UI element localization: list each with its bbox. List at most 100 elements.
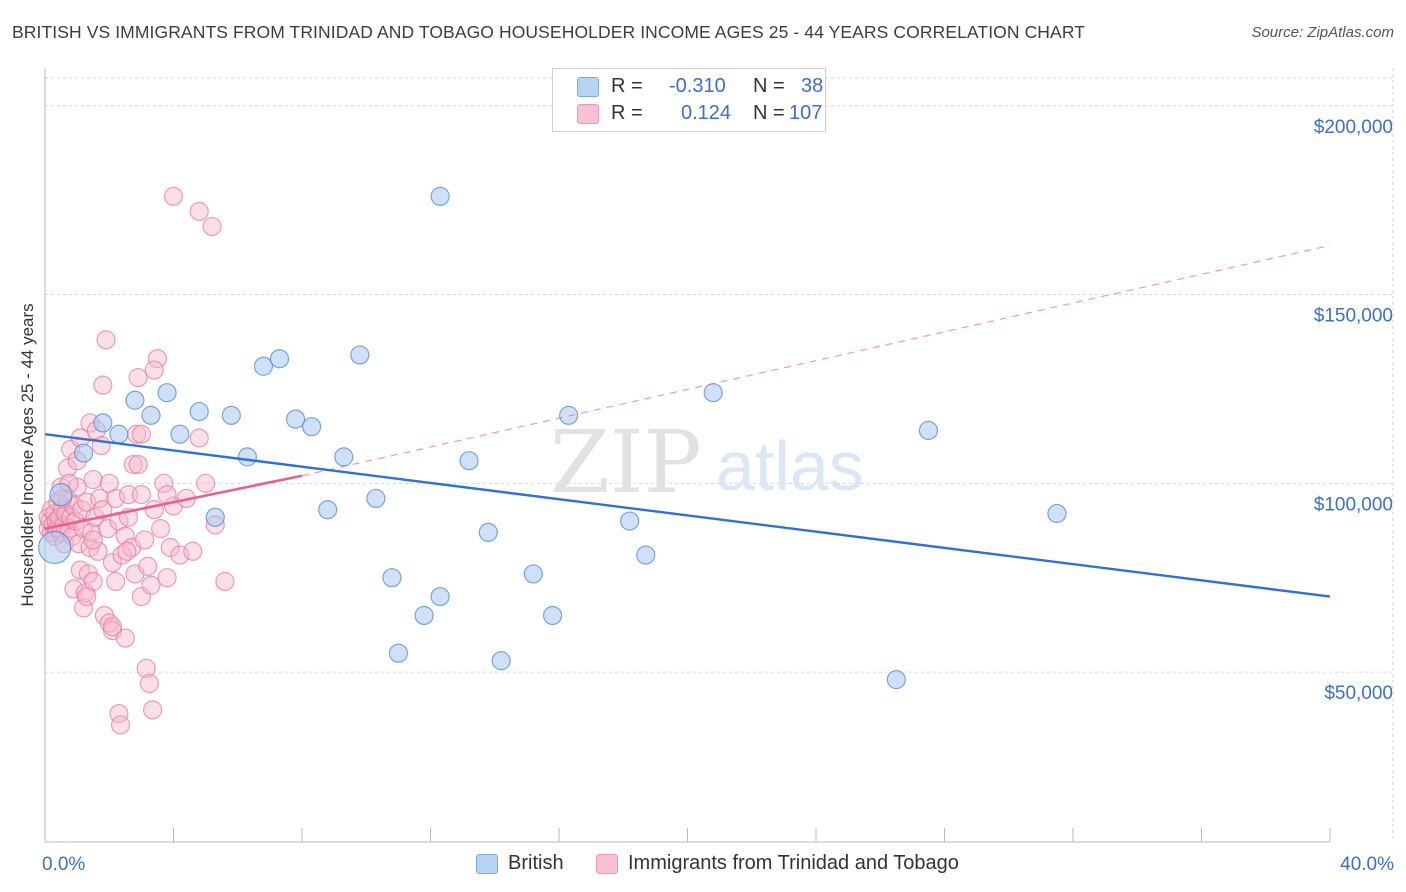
tt-point: [143, 700, 163, 720]
tt-point: [77, 492, 97, 512]
tt-point: [102, 617, 123, 637]
tt-point: [189, 428, 209, 448]
x-tick-label: 0.0%: [42, 854, 85, 875]
british-point: [205, 507, 225, 527]
n-label: N =: [753, 102, 785, 124]
british-point: [478, 522, 498, 543]
british-point: [414, 605, 434, 626]
tt-point: [98, 519, 118, 539]
tt-point: [215, 571, 235, 592]
british-point: [125, 390, 145, 410]
tt-point: [83, 530, 103, 550]
tt-points-group: [38, 186, 235, 735]
british-point: [388, 643, 408, 663]
british-point: [620, 511, 640, 531]
tt-r-value: 0.124: [681, 102, 732, 124]
british-point: [237, 447, 257, 467]
tt-point: [151, 519, 171, 539]
y-tick-label: $200,000: [1314, 117, 1393, 138]
tt-point: [115, 526, 135, 546]
british-point: [269, 349, 290, 369]
tt-point: [136, 658, 156, 678]
tt-point: [189, 201, 209, 222]
tt-point: [144, 360, 164, 380]
british-point: [430, 186, 450, 206]
tt-point: [83, 469, 103, 490]
tt-point: [183, 541, 203, 561]
y-tick-label: $50,000: [1324, 683, 1393, 704]
tt-point: [163, 186, 184, 206]
british-legend-swatch: [476, 854, 498, 874]
british-point: [382, 568, 402, 588]
tt-point: [128, 454, 148, 475]
tt-point: [131, 424, 151, 444]
watermark: ZIP atlas: [550, 413, 864, 513]
tt-point: [115, 628, 135, 648]
tt-point: [138, 556, 158, 576]
tt-trend-line: [44, 474, 303, 530]
tt-point: [196, 473, 216, 493]
tt-point: [106, 571, 126, 592]
british-point: [141, 405, 161, 425]
chart-title: BRITISH VS IMMIGRANTS FROM TRINIDAD AND …: [12, 22, 1086, 42]
tt-point: [141, 575, 161, 595]
source-label: Source: ZipAtlas.com: [1251, 24, 1394, 41]
british-point: [542, 605, 563, 626]
tt-legend-swatch: [596, 854, 618, 874]
british-point: [334, 447, 354, 467]
british-point: [253, 356, 274, 376]
british-point: [73, 443, 94, 463]
tt-point: [91, 435, 111, 456]
british-r-value: -0.310: [669, 75, 726, 97]
tt-swatch: [577, 104, 599, 124]
tt-point: [139, 673, 160, 694]
tt-point: [170, 545, 190, 565]
british-point: [366, 488, 386, 509]
trend-lines: [44, 244, 1331, 598]
tt-point: [90, 488, 110, 509]
tt-point: [147, 349, 168, 369]
british-point: [491, 651, 511, 671]
tt-point: [157, 568, 177, 588]
british-point: [886, 670, 906, 690]
legend-label-tt: Immigrants from Trinidad and Tobago: [628, 852, 959, 874]
british-points-group: [38, 186, 1067, 690]
tt-point: [106, 488, 126, 509]
tt-point: [96, 330, 116, 350]
british-point: [636, 545, 656, 565]
british-point: [302, 417, 322, 437]
tt-point: [131, 485, 151, 505]
british-point: [703, 383, 723, 403]
british-point: [93, 413, 113, 433]
british-n-value: 38: [801, 75, 824, 97]
british-point: [1047, 503, 1067, 524]
legend-label-british: British: [508, 852, 564, 874]
tt-point: [73, 598, 94, 618]
british-point: [49, 483, 73, 507]
british-trend-line: [44, 433, 1331, 598]
axes: $50,000 $100,000 $150,000 $200,000 0.0% 40.0%: [42, 68, 1394, 875]
tt-point: [93, 500, 113, 520]
british-point: [221, 405, 241, 425]
watermark-atlas: atlas: [716, 427, 864, 505]
british-point: [350, 345, 370, 365]
british-point: [459, 451, 479, 471]
tt-point: [110, 715, 131, 735]
tt-point: [134, 530, 155, 550]
british-point: [318, 500, 338, 520]
x-tick-label: 40.0%: [1340, 854, 1394, 875]
n-label: N =: [753, 75, 785, 97]
british-point: [38, 530, 72, 565]
r-label: R =: [611, 102, 643, 124]
stats-legend: R = -0.310 N = 38 R = 0.124 N = 107: [552, 68, 826, 132]
tt-point: [81, 522, 102, 543]
tt-point: [154, 473, 174, 493]
british-swatch: [577, 77, 599, 97]
tt-point: [128, 368, 148, 388]
british-point: [170, 424, 190, 444]
r-label: R =: [611, 75, 643, 97]
tt-point: [144, 500, 164, 520]
tt-point: [123, 454, 143, 475]
y-tick-label: $150,000: [1314, 306, 1393, 327]
british-point: [918, 420, 939, 441]
